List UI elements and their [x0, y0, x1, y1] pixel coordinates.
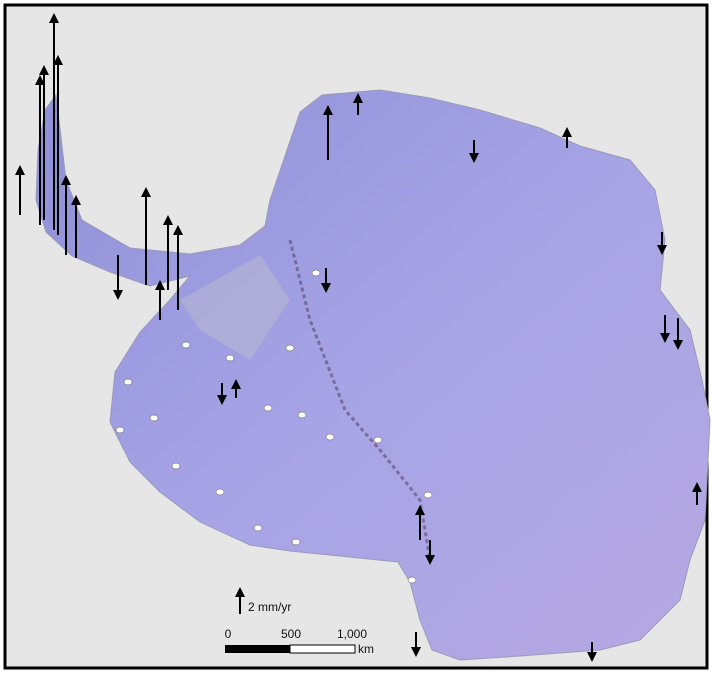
station — [150, 415, 158, 421]
station — [172, 463, 180, 469]
station — [298, 412, 306, 418]
station — [312, 270, 320, 276]
station — [182, 342, 190, 348]
scale-segment — [225, 645, 290, 653]
scale-label: 0 — [225, 627, 232, 641]
scale-label: 500 — [281, 627, 301, 641]
scale-segment — [290, 645, 355, 653]
station — [292, 539, 300, 545]
station — [216, 489, 224, 495]
station — [286, 345, 294, 351]
station — [424, 492, 432, 498]
station — [124, 379, 132, 385]
station — [264, 405, 272, 411]
station — [254, 525, 262, 531]
scale-label: 1,000 — [337, 627, 367, 641]
scale-unit: km — [358, 642, 374, 656]
station — [226, 355, 234, 361]
station — [374, 437, 382, 443]
station — [408, 577, 416, 583]
map: 2 mm/yr 0 500 1,000 km — [0, 0, 712, 673]
station — [116, 427, 124, 433]
station — [326, 434, 334, 440]
legend-label: 2 mm/yr — [248, 600, 291, 614]
